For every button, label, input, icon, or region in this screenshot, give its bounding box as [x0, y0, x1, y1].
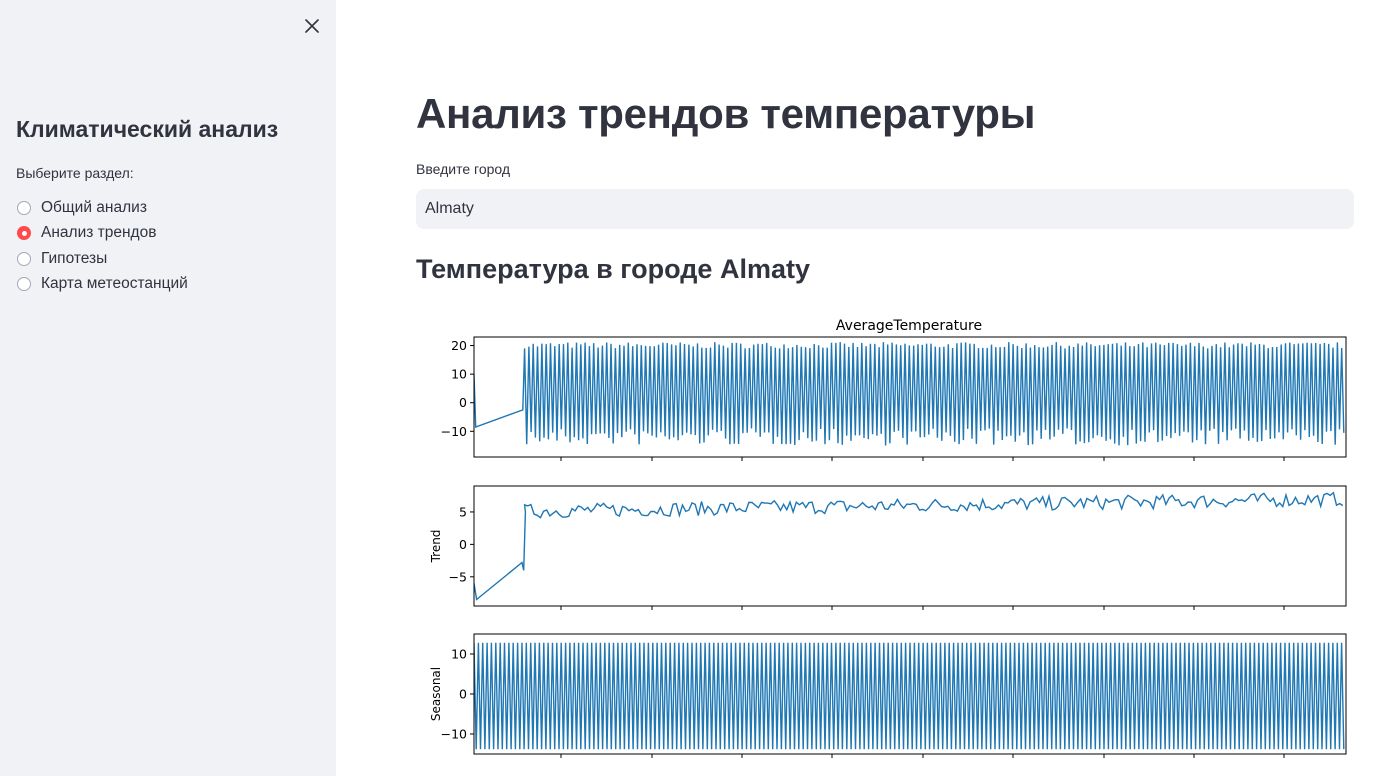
y-tick-label: 0: [459, 537, 467, 552]
radio-option-label: Гипотезы: [41, 249, 108, 267]
close-icon: [305, 19, 319, 33]
city-input-label: Введите город: [416, 161, 511, 177]
sidebar-title: Климатический анализ: [16, 116, 279, 142]
radio-option-label: Карта метеостанций: [41, 275, 188, 293]
sidebar: Климатический анализ Выберите раздел: Об…: [0, 0, 336, 776]
y-tick-label: 0: [459, 687, 467, 702]
y-tick-label: 10: [451, 647, 467, 662]
radio-option-general[interactable]: Общий анализ: [17, 195, 188, 221]
y-tick-label: −10: [441, 424, 467, 439]
chart-panel-2: −10 0 10 Seasonal: [429, 633, 1347, 758]
y-tick-label: 10: [451, 367, 467, 382]
close-sidebar-button[interactable]: [298, 12, 326, 40]
chart-title: AverageTemperature: [836, 318, 982, 334]
y-tick-label: −10: [441, 727, 467, 742]
radio-option-label: Общий анализ: [41, 198, 147, 216]
radio-circle: [17, 200, 31, 215]
radio-circle-selected: [17, 226, 31, 241]
y-tick-label: 5: [459, 504, 467, 519]
radio-option-trends[interactable]: Анализ трендов: [17, 221, 188, 247]
city-input[interactable]: [416, 189, 1354, 229]
main-content: Анализ трендов температуры Введите город…: [416, 0, 1354, 776]
radio-option-hypotheses[interactable]: Гипотезы: [17, 246, 188, 272]
series-line-1: [474, 491, 1344, 601]
panel-frame: [473, 485, 1347, 607]
radio-circle: [17, 251, 31, 266]
page-title: Анализ трендов температуры: [416, 90, 1036, 137]
radio-option-label: Анализ трендов: [41, 224, 157, 242]
radio-option-stations-map[interactable]: Карта метеостанций: [17, 272, 188, 298]
y-tick-label: 20: [451, 338, 467, 353]
decomposition-chart: AverageTemperature −10 0 10 20 −5 0 5 Trend −10 0…: [429, 318, 1347, 758]
series-line-0: [474, 342, 1345, 446]
y-axis-label: Trend: [429, 530, 443, 564]
y-axis-label: Seasonal: [429, 667, 443, 721]
series-line-2: [474, 642, 1345, 750]
radio-group-label: Выберите раздел:: [16, 165, 134, 181]
section-title: Температура в городе Almaty: [416, 254, 810, 284]
chart-panel-1: −5 0 5 Trend: [429, 485, 1347, 610]
radio-circle: [17, 277, 31, 292]
panel-frame: [473, 336, 1347, 458]
y-tick-label: −5: [449, 569, 467, 584]
y-tick-label: 0: [459, 395, 467, 410]
chart-panel-0: −10 0 10 20: [441, 336, 1347, 461]
section-radio-group: Общий анализ Анализ трендов Гипотезы Кар…: [17, 195, 188, 297]
